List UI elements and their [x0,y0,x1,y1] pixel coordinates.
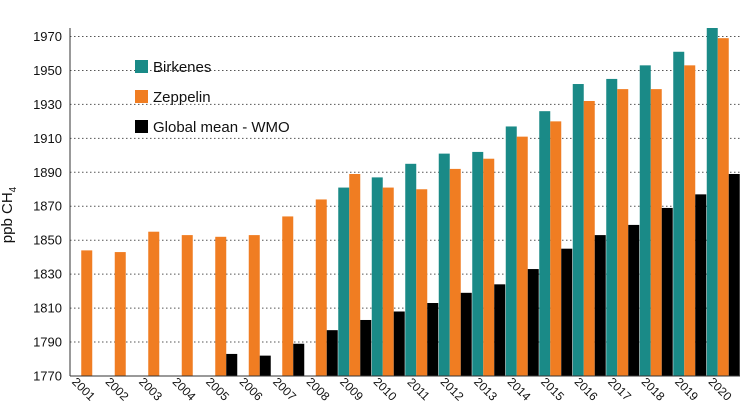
y-tick-label: 1790 [33,335,62,350]
legend-swatch [135,60,148,73]
bar-zeppelin-2004 [181,235,193,376]
y-tick-label: 1830 [33,267,62,282]
bar-birkenes-2010 [371,177,383,376]
bar-zeppelin-2016 [583,100,595,377]
bar-birkenes-2018 [639,65,651,376]
x-tick-label: 2001 [69,375,98,404]
bar-global-mean-wmo-2017 [628,224,640,376]
bar-global-mean-wmo-2008 [326,330,338,376]
bar-birkenes-2013 [472,151,484,376]
bar-zeppelin-2002 [114,252,126,376]
legend-label: Birkenes [153,59,211,76]
y-tick-label: 1770 [33,369,62,384]
bar-global-mean-wmo-2007 [293,343,305,376]
axes [69,28,740,377]
bar-global-mean-wmo-2020 [728,173,740,376]
bar-zeppelin-2009 [349,173,361,376]
x-tick-label: 2016 [572,375,601,404]
x-tick-label: 2019 [672,375,701,404]
bar-global-mean-wmo-2014 [527,269,539,376]
bar-zeppelin-2013 [483,158,495,376]
bar-global-mean-wmo-2012 [460,292,472,376]
bar-zeppelin-2008 [315,199,327,376]
x-tick-label: 2002 [103,375,132,404]
bar-birkenes-2009 [338,187,350,376]
bar-zeppelin-2011 [416,189,428,376]
y-tick-label: 1910 [33,131,62,146]
x-tick-labels: 2001 2002 2003 2004 2005 2006 2007 2008 2009 2010… [69,375,735,404]
y-tick-label: 1870 [33,199,62,214]
x-tick-label: 2014 [505,375,534,404]
bar-global-mean-wmo-2018 [661,207,673,376]
y-axis-title: ppb CH4 [0,186,19,243]
x-tick-label: 2017 [605,375,634,404]
y-tick-label: 1970 [33,29,62,44]
bar-birkenes-2016 [572,84,584,377]
bar-zeppelin-2001 [81,250,93,376]
x-tick-label: 2012 [438,375,467,404]
legend-label: Zeppelin [153,89,211,106]
y-tick-label: 1810 [33,301,62,316]
bar-global-mean-wmo-2019 [695,194,707,376]
x-tick-label: 2006 [237,375,266,404]
x-tick-label: 2018 [639,375,668,404]
bar-birkenes-2019 [673,51,685,376]
bar-zeppelin-2015 [550,121,562,377]
bar-global-mean-wmo-2006 [259,355,271,376]
x-tick-label: 2009 [337,375,366,404]
bar-zeppelin-2007 [282,216,294,376]
bar-birkenes-2012 [438,153,450,376]
bars [81,28,740,377]
bar-zeppelin-2018 [650,89,662,377]
x-tick-label: 2003 [136,375,165,404]
bar-zeppelin-2019 [684,65,696,376]
x-tick-label: 2015 [538,375,567,404]
bar-birkenes-2011 [405,163,417,376]
bar-zeppelin-2010 [382,187,394,376]
bar-zeppelin-2017 [617,89,629,377]
x-tick-label: 2008 [304,375,333,404]
y-tick-label: 1850 [33,233,62,248]
bar-global-mean-wmo-2015 [561,248,573,376]
bar-global-mean-wmo-2016 [594,235,606,376]
legend: Birkenes Zeppelin Global mean - WMO [135,59,290,136]
bar-zeppelin-2006 [248,235,260,376]
x-tick-label: 2011 [405,375,433,403]
bar-birkenes-2017 [606,78,618,377]
bar-zeppelin-2003 [148,231,160,376]
legend-swatch [135,120,148,133]
legend-label: Global mean - WMO [153,119,290,136]
bar-zeppelin-2005 [215,236,227,376]
bar-zeppelin-2012 [449,168,461,376]
x-tick-label: 2010 [371,375,400,404]
bar-global-mean-wmo-2013 [494,284,506,376]
y-tick-label: 1950 [33,63,62,78]
bar-zeppelin-2014 [516,136,528,376]
bar-global-mean-wmo-2005 [226,353,238,376]
x-tick-label: 2004 [170,375,199,404]
bar-global-mean-wmo-2009 [360,319,372,376]
x-tick-label: 2013 [471,375,500,404]
x-tick-label: 2007 [270,375,299,404]
gridlines [70,35,740,343]
bar-birkenes-2020 [706,28,718,376]
bar-zeppelin-2020 [717,38,729,377]
x-tick-label: 2020 [706,375,735,404]
bar-global-mean-wmo-2010 [393,311,405,376]
bar-birkenes-2014 [505,126,517,377]
y-tick-label: 1930 [33,97,62,112]
y-tick-label: 1890 [33,165,62,180]
y-tick-labels: 1770 1790 1810 1830 1850 1870 1890 1910 1930 1950… [33,29,62,384]
bar-birkenes-2015 [539,111,551,377]
legend-swatch [135,90,148,103]
bar-global-mean-wmo-2011 [427,303,439,376]
x-tick-label: 2005 [203,375,232,404]
